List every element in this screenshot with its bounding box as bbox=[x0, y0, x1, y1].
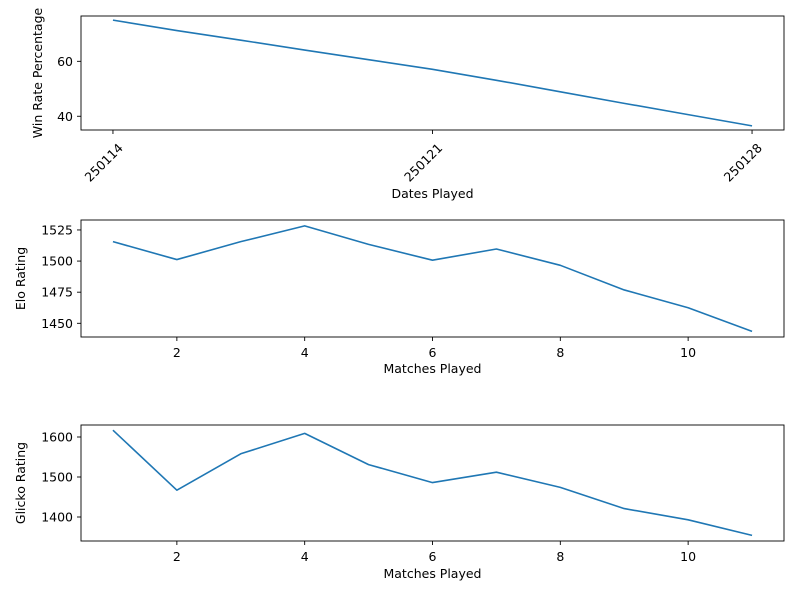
y-tick-label: 1475 bbox=[41, 285, 73, 300]
y-tick-label: 1500 bbox=[41, 470, 73, 485]
x-axis-label: Matches Played bbox=[383, 566, 481, 581]
series-line bbox=[112, 225, 753, 333]
x-tick-label: 250128 bbox=[721, 140, 765, 184]
y-tick-label: 60 bbox=[57, 54, 73, 69]
x-tick-label: 8 bbox=[556, 345, 564, 360]
series-line bbox=[112, 19, 753, 127]
y-axis-label: Win Rate Percentage bbox=[30, 7, 45, 138]
y-tick-label: 1525 bbox=[41, 222, 73, 237]
y-tick-label: 1500 bbox=[41, 254, 73, 269]
x-tick-label: 6 bbox=[429, 549, 437, 564]
subplot-3: 2 4 6 8 10 1400 1500 1600 Matches Played Glicko R… bbox=[13, 424, 785, 581]
y-axis-label: Glicko Rating bbox=[13, 442, 28, 524]
axes-frame bbox=[80, 219, 785, 338]
subplot-1: 250114 250121 250128 40 60 Dates Played Win Ra… bbox=[30, 7, 785, 201]
x-tick-label: 250121 bbox=[401, 140, 445, 184]
subplot-2: 2 4 6 8 10 1450 1475 1500 1525 Matches Played Elo … bbox=[13, 219, 785, 376]
x-tick-label: 10 bbox=[680, 345, 696, 360]
x-tick-label: 8 bbox=[556, 549, 564, 564]
y-axis-label: Elo Rating bbox=[13, 247, 28, 310]
y-tick-label: 1400 bbox=[41, 510, 73, 525]
x-tick-label: 4 bbox=[301, 345, 309, 360]
x-tick-label: 4 bbox=[301, 549, 309, 564]
x-tick-label: 2 bbox=[173, 345, 181, 360]
x-tick-label: 6 bbox=[429, 345, 437, 360]
series-line bbox=[112, 429, 753, 537]
x-tick-label: 2 bbox=[173, 549, 181, 564]
x-tick-label: 250114 bbox=[82, 140, 126, 184]
y-tick-label: 1600 bbox=[41, 430, 73, 445]
x-tick-label: 10 bbox=[680, 549, 696, 564]
x-axis-label: Dates Played bbox=[391, 186, 473, 201]
x-axis-label: Matches Played bbox=[383, 361, 481, 376]
y-tick-label: 40 bbox=[57, 109, 73, 124]
y-tick-label: 1450 bbox=[41, 316, 73, 331]
